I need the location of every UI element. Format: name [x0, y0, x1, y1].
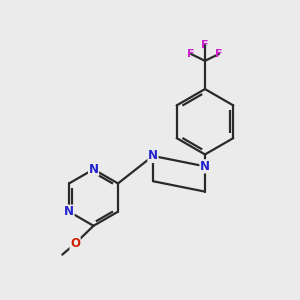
Text: O: O: [70, 237, 80, 250]
Text: N: N: [148, 149, 158, 162]
Text: N: N: [88, 163, 98, 176]
Text: F: F: [215, 49, 223, 59]
Text: N: N: [200, 160, 210, 173]
Text: F: F: [201, 40, 209, 50]
Text: N: N: [64, 205, 74, 218]
Text: F: F: [187, 49, 195, 59]
